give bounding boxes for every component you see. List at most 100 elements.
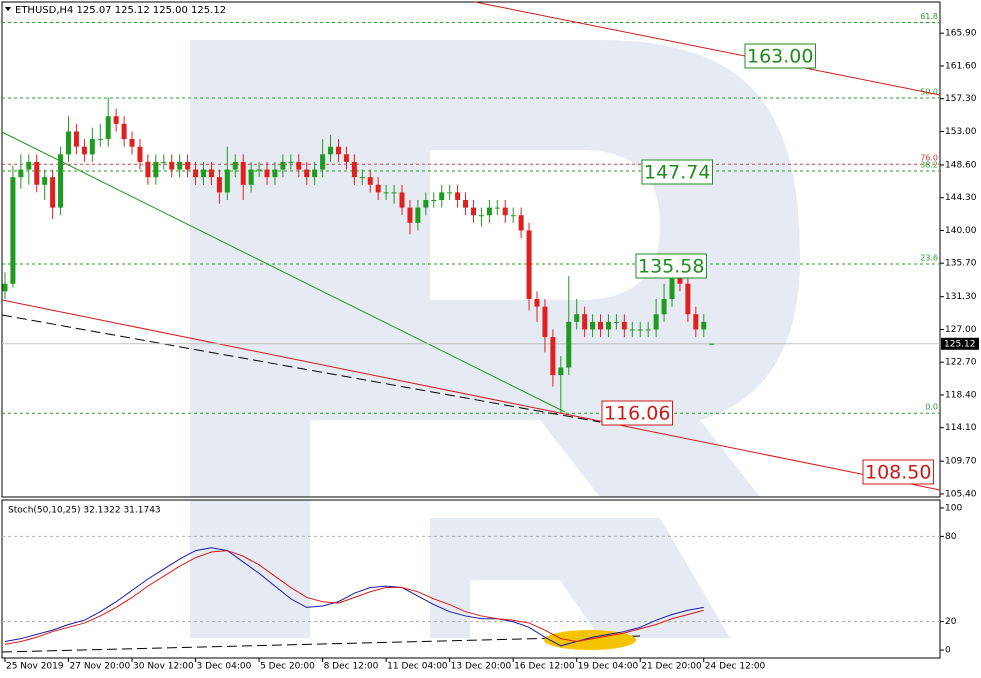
candle-body	[431, 200, 437, 201]
candle-body	[224, 169, 230, 193]
y-tick-label: 140.00	[945, 226, 977, 236]
price-tag: 135.58	[638, 256, 704, 278]
y-tick-label: 148.60	[945, 160, 977, 170]
level-label: 50.0	[920, 87, 938, 96]
candle-body	[677, 276, 683, 284]
last-price-tag	[941, 337, 979, 350]
candle-body	[502, 207, 508, 216]
candle-body	[240, 161, 246, 185]
candle-body	[407, 207, 413, 223]
x-tick-label: 25 Nov 2019	[6, 662, 64, 672]
candle-body	[701, 321, 707, 330]
x-tick-label: 5 Dec 20:00	[260, 662, 315, 672]
candle-body	[637, 329, 643, 331]
candle-body	[518, 215, 524, 231]
candle-body	[478, 215, 484, 217]
candle-body	[81, 146, 87, 155]
price-tag-box	[744, 43, 816, 69]
y-tick-label: 122.70	[945, 358, 977, 368]
candle-body	[129, 139, 135, 147]
candle-body	[534, 299, 540, 307]
candle-body	[470, 207, 476, 216]
y-tick-label: 118.40	[945, 390, 977, 400]
trendline	[1, 314, 601, 423]
level-label: 76.0	[920, 154, 938, 163]
candle-body	[693, 314, 699, 330]
y-tick-label: 114.10	[945, 423, 977, 433]
candle-body	[605, 321, 611, 330]
candle-body	[18, 169, 24, 178]
candle-body	[558, 367, 564, 376]
candle-body	[566, 321, 572, 368]
price-tag-box	[601, 400, 673, 426]
candle-body	[304, 169, 310, 178]
candle-body	[34, 161, 40, 185]
candle-body	[598, 321, 604, 330]
y-tick-label: 144.30	[945, 193, 977, 203]
candle-body	[272, 169, 278, 178]
y-tick-label: 100	[945, 503, 962, 513]
candle-body	[439, 192, 445, 200]
candle-body	[383, 192, 389, 194]
main-panel	[1, 1, 941, 498]
candle-body	[367, 177, 373, 185]
x-tick-label: 30 Nov 12:00	[133, 662, 194, 672]
candle-body	[177, 161, 183, 170]
candle-body	[661, 299, 667, 315]
candle-body	[582, 314, 588, 330]
price-tag-box	[862, 459, 934, 485]
y-tick-label: 131.30	[945, 292, 977, 302]
candle-body	[50, 177, 56, 208]
candle-body	[216, 177, 222, 193]
candle-body	[73, 131, 79, 147]
price-tag: 163.00	[747, 46, 813, 68]
level-label: 23.6	[920, 253, 938, 262]
candle-body	[669, 276, 675, 299]
candle-body	[2, 283, 8, 292]
candle-body	[169, 161, 175, 170]
trendline	[474, 1, 941, 96]
candle-body	[153, 161, 159, 178]
x-tick-label: 11 Dec 04:00	[387, 662, 448, 672]
x-tick-label: 13 Dec 20:00	[451, 662, 512, 672]
y-tick-label: 157.30	[945, 94, 977, 104]
price-tag-box	[641, 159, 713, 185]
x-tick-label: 3 Dec 04:00	[197, 662, 252, 672]
candle-body	[645, 329, 651, 331]
stoch-line	[4, 550, 704, 645]
candle-body	[248, 169, 254, 185]
candle-body	[629, 329, 635, 331]
candle-body	[494, 207, 500, 209]
price-tag: 108.50	[865, 462, 931, 484]
candle-body	[312, 169, 318, 178]
y-tick-label: 165.90	[945, 29, 977, 39]
candle-body	[590, 321, 596, 330]
stoch-title: Stoch(50,10,25) 32.1322 31.1743	[8, 506, 161, 516]
candle-body	[335, 146, 341, 155]
candle-body	[621, 321, 627, 330]
candle-body	[359, 177, 365, 179]
candle-body	[105, 116, 111, 140]
candle-body	[415, 207, 421, 223]
candle-body	[66, 131, 72, 155]
candle-body	[58, 154, 64, 208]
candle-body	[550, 337, 556, 376]
x-tick-label: 16 Dec 12:00	[514, 662, 575, 672]
x-tick-label: 24 Dec 12:00	[705, 662, 766, 672]
y-tick-label: 153.00	[945, 127, 977, 137]
price-tag: 147.74	[644, 162, 710, 184]
watermark	[190, 40, 800, 638]
candle-body	[685, 283, 691, 315]
stoch-panel	[1, 499, 941, 659]
candle-body	[328, 146, 334, 155]
menu-arrow	[5, 7, 11, 11]
candle-body	[447, 192, 453, 194]
candle-body	[343, 154, 349, 162]
y-tick-label: 109.70	[945, 457, 977, 467]
x-tick-label: 8 Dec 12:00	[324, 662, 379, 672]
candle-body	[709, 343, 715, 345]
candle-body	[463, 200, 469, 208]
x-tick-label: 27 Nov 20:00	[70, 662, 131, 672]
candle-body	[121, 123, 127, 140]
candle-body	[399, 192, 405, 208]
